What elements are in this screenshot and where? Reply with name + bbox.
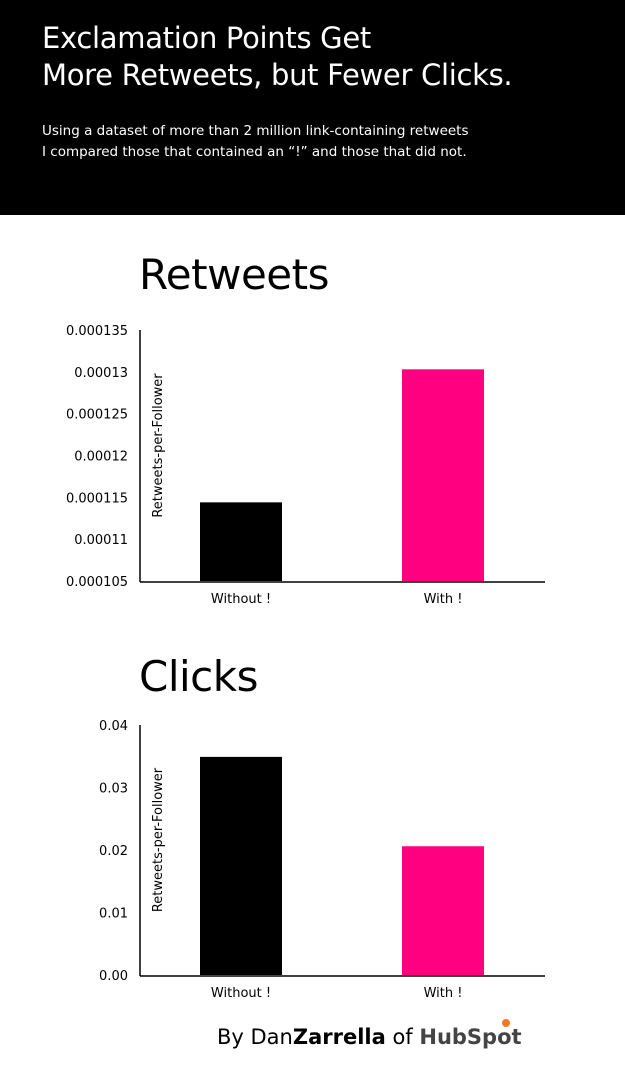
y-axis-label: Retweets-per-Follower (151, 373, 166, 518)
x-tick-label: With ! (424, 592, 463, 607)
bar-without (200, 502, 282, 581)
title-line-1: Exclamation Points Get (42, 21, 371, 55)
clicks-chart-title: Clicks (139, 652, 258, 701)
clicks-chart: 0.00 0.01 0.02 0.03 0.04 Retweets-per-Followe… (99, 719, 545, 1001)
y-tick-label: 0.00011 (74, 533, 128, 548)
y-tick-label: 0.000135 (66, 324, 128, 339)
header-banner: Exclamation Points Get More Retweets, bu… (0, 0, 625, 215)
y-tick-label: 0.04 (99, 719, 128, 734)
y-tick-label: 0.000125 (66, 408, 128, 423)
subtitle-line-1: Using a dataset of more than 2 million l… (42, 123, 469, 139)
y-tick-label: 0.00013 (74, 366, 128, 381)
retweets-chart-title: Retweets (139, 250, 329, 299)
bar-with (402, 369, 484, 581)
y-tick-label: 0.00012 (74, 450, 128, 465)
x-tick-label: Without ! (211, 592, 271, 607)
credit-author: Zarrella (292, 1025, 386, 1049)
credit-by: By Dan (217, 1025, 293, 1049)
x-tick-label: With ! (424, 986, 463, 1001)
credit-of: of (385, 1025, 420, 1049)
bar-with (402, 846, 484, 975)
y-tick-label: 0.00 (99, 969, 128, 984)
hubspot-logo: HubSpot (419, 1019, 522, 1049)
hubspot-sprocket-icon (501, 1019, 510, 1027)
subtitle-line-2: I compared those that contained an “!” a… (42, 144, 467, 160)
y-tick-label: 0.000105 (66, 575, 128, 590)
x-tick-label: Without ! (211, 986, 271, 1001)
title-line-2: More Retweets, but Fewer Clicks. (42, 58, 513, 92)
bar-without (200, 756, 282, 975)
y-tick-label: 0.02 (99, 844, 128, 859)
y-axis-label: Retweets-per-Follower (151, 767, 166, 912)
credit-line: By DanZarrella of HubSpot (217, 1019, 522, 1049)
subtitle: Using a dataset of more than 2 million l… (42, 121, 602, 163)
y-tick-label: 0.03 (99, 782, 128, 797)
page-title: Exclamation Points Get More Retweets, bu… (42, 20, 513, 94)
y-tick-label: 0.01 (99, 907, 128, 922)
y-tick-label: 0.000115 (66, 491, 128, 506)
retweets-chart: 0.000105 0.00011 0.000115 0.00012 0.000125 0.… (66, 324, 545, 607)
